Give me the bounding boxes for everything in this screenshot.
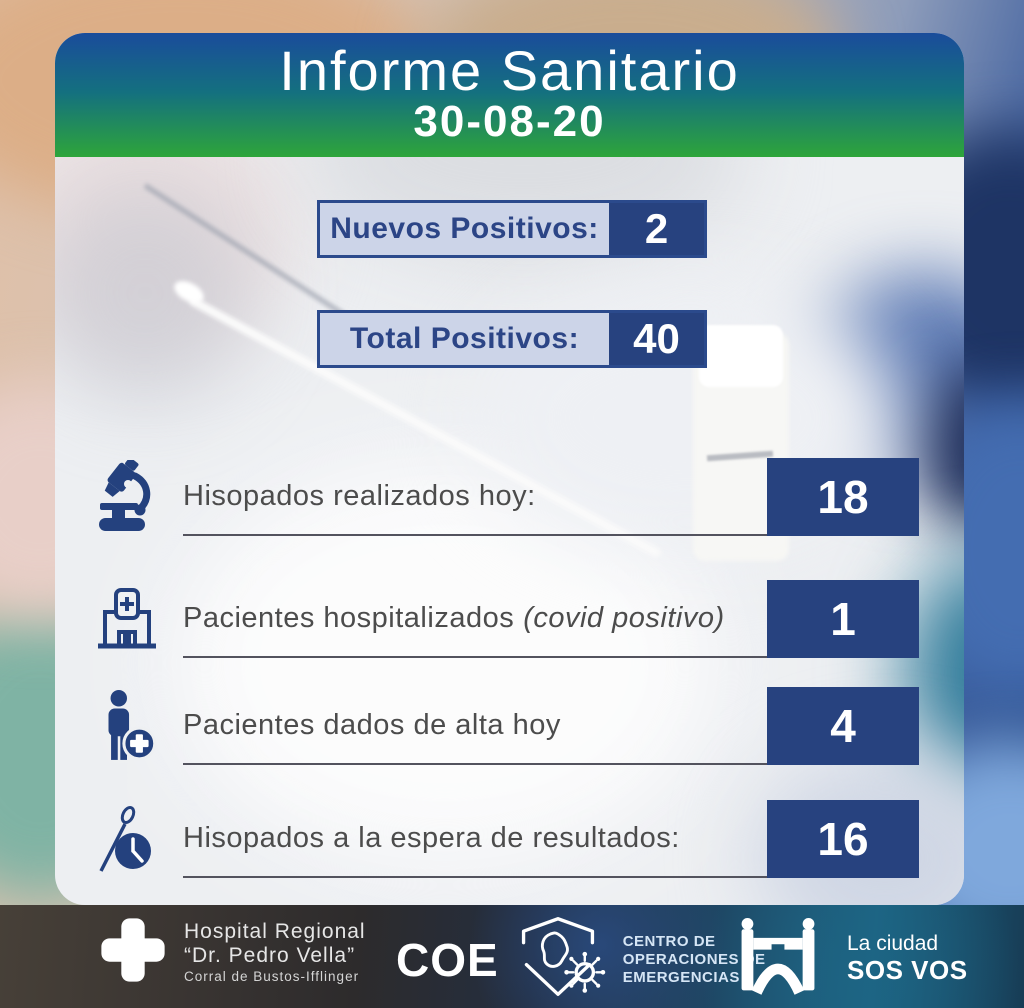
stat-label: Pacientes dados de alta hoy	[183, 687, 767, 765]
discharged-patient-icon	[95, 687, 159, 765]
footer: Hospital Regional “Dr. Pedro Vella” Corr…	[0, 905, 1024, 1008]
microscope-icon	[95, 458, 159, 536]
stat-value: 18	[767, 458, 919, 536]
hospital-logo: Hospital Regional “Dr. Pedro Vella” Corr…	[100, 917, 366, 988]
city-logo: La ciudad SOS VOS	[733, 915, 968, 1000]
total-positives-box: Total Positivos: 40	[317, 310, 707, 368]
swab-clock-icon	[95, 800, 159, 878]
stat-row-discharged: Pacientes dados de alta hoy 4	[95, 687, 919, 765]
coe-logo: COE CENTRO	[396, 913, 766, 1006]
new-positives-label: Nuevos Positivos:	[320, 203, 609, 255]
total-positives-label: Total Positivos:	[320, 313, 609, 365]
shield-virus-icon	[499, 913, 617, 1006]
hospital-text: Hospital Regional “Dr. Pedro Vella” Corr…	[184, 919, 366, 984]
stat-value: 4	[767, 687, 919, 765]
stat-value: 16	[767, 800, 919, 878]
stat-value: 1	[767, 580, 919, 658]
stat-row-swabs-today: Hisopados realizados hoy: 18	[95, 458, 919, 536]
stat-row-awaiting-results: Hisopados a la espera de resultados: 16	[95, 800, 919, 878]
new-positives-box: Nuevos Positivos: 2	[317, 200, 707, 258]
stat-label: Hisopados realizados hoy:	[183, 458, 767, 536]
report-card: Informe Sanitario 30-08-20 Nuevos Positi…	[55, 33, 964, 905]
coe-acronym: COE	[396, 933, 499, 986]
hospital-icon	[95, 580, 159, 658]
total-positives-value: 40	[609, 313, 704, 365]
medical-cross-icon	[100, 917, 166, 988]
stat-label: Pacientes hospitalizados (covid positivo…	[183, 580, 767, 658]
arch-monument-icon	[733, 915, 823, 1000]
page-title: Informe Sanitario	[279, 39, 740, 102]
stat-label: Hisopados a la espera de resultados:	[183, 800, 767, 878]
new-positives-value: 2	[609, 203, 704, 255]
city-text: La ciudad SOS VOS	[847, 931, 968, 985]
stat-row-hospitalized: Pacientes hospitalizados (covid positivo…	[95, 580, 919, 658]
coe-text: CENTRO DE OPERACIONES DE EMERGENCIAS	[622, 932, 766, 986]
report-date: 30-08-20	[413, 97, 606, 146]
header-banner: Informe Sanitario 30-08-20	[55, 33, 964, 157]
